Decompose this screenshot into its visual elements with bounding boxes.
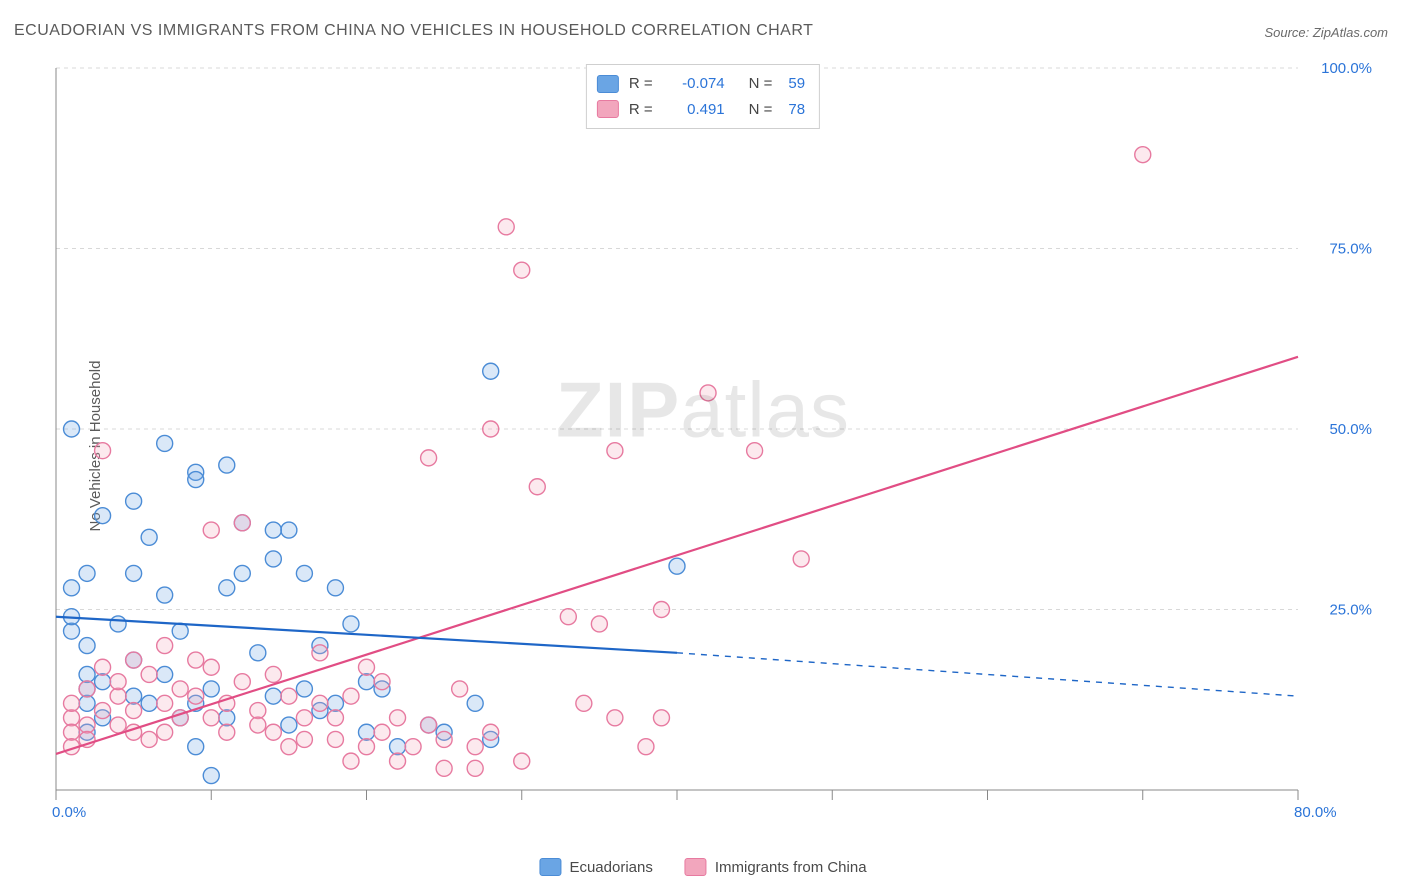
legend-swatch-2 [597, 100, 619, 118]
r-value-2: 0.491 [663, 97, 725, 123]
legend-row-2: R = 0.491 N = 78 [597, 97, 805, 123]
r-label-2: R = [629, 97, 653, 123]
correlation-legend: R = -0.074 N = 59 R = 0.491 N = 78 [586, 64, 820, 129]
svg-text:75.0%: 75.0% [1329, 241, 1372, 258]
svg-text:50.0%: 50.0% [1329, 421, 1372, 438]
legend-label-china: Immigrants from China [715, 859, 867, 876]
legend-item-china: Immigrants from China [685, 858, 867, 876]
legend-swatch-china [685, 858, 707, 876]
r-value-1: -0.074 [663, 71, 725, 97]
legend-label-ecuadorians: Ecuadorians [569, 859, 652, 876]
svg-text:100.0%: 100.0% [1321, 60, 1372, 77]
n-label-2: N = [749, 97, 773, 123]
n-value-1: 59 [788, 71, 805, 97]
n-value-2: 78 [788, 97, 805, 123]
source-attribution: Source: ZipAtlas.com [1264, 25, 1388, 40]
chart-title: ECUADORIAN VS IMMIGRANTS FROM CHINA NO V… [14, 22, 813, 40]
series-legend: Ecuadorians Immigrants from China [539, 858, 866, 876]
legend-row-1: R = -0.074 N = 59 [597, 71, 805, 97]
x-axis-max-label: 80.0% [1294, 804, 1337, 821]
legend-swatch-1 [597, 75, 619, 93]
scatter-plot-svg: 25.0% 50.0% 75.0% 100.0% [48, 60, 1378, 832]
x-axis-min-label: 0.0% [52, 804, 86, 821]
svg-text:25.0%: 25.0% [1329, 602, 1372, 619]
r-label-1: R = [629, 71, 653, 97]
legend-swatch-ecuadorians [539, 858, 561, 876]
n-label-1: N = [749, 71, 773, 97]
legend-item-ecuadorians: Ecuadorians [539, 858, 652, 876]
chart-area: 25.0% 50.0% 75.0% 100.0% [48, 60, 1378, 832]
